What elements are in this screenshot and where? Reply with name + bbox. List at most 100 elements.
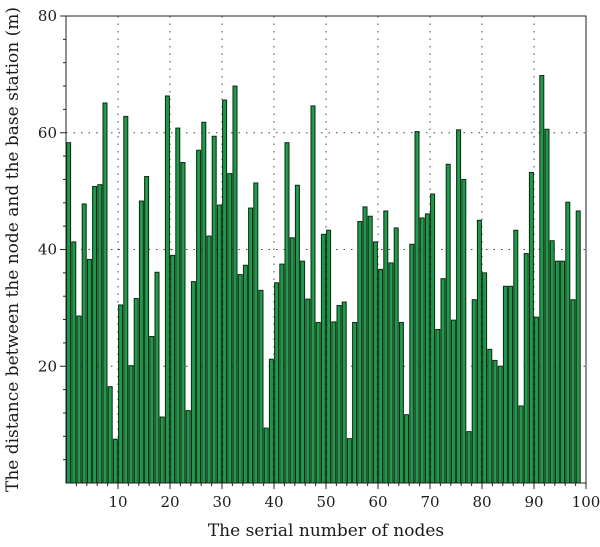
y-tick-label: 80 [38,7,57,25]
x-tick-label: 10 [108,493,127,511]
x-tick-label: 100 [572,493,600,511]
bar [123,115,129,484]
x-tick-label: 90 [524,493,543,511]
bar [133,298,139,484]
bar [144,176,150,484]
bar [497,365,503,484]
bar [554,260,560,484]
bar [476,219,482,484]
bar [336,305,342,484]
grid-lines [66,16,586,483]
bar [248,207,254,484]
bar [159,416,165,484]
bar [66,142,72,484]
bar [518,405,524,484]
bar [461,178,467,484]
bar [232,85,238,484]
bar [544,128,550,484]
bar [185,410,191,484]
x-tick-label: 40 [264,493,283,511]
bar [102,102,108,484]
bar [450,319,456,484]
bar [289,237,295,484]
bar [362,206,368,484]
x-tick-label: 60 [368,493,387,511]
bar [372,241,378,484]
bar [216,204,222,484]
bar [196,149,202,484]
bar [300,260,306,484]
bar [237,274,243,484]
bar [175,127,181,484]
bar [575,210,581,484]
bar [206,235,212,484]
bar [357,220,363,484]
bar [268,358,274,484]
bar [378,268,384,484]
axis-ticks: 10 20 30 40 50 60 70 80 90 100 20 40 60 80 [38,7,600,511]
bar [409,243,415,484]
bar [92,185,98,484]
bar [71,241,77,484]
bar [352,321,358,484]
bar [560,260,566,484]
bar [222,99,228,484]
bar [424,213,430,484]
bar [419,217,425,484]
bar [383,210,389,484]
bar [331,321,337,484]
bar [513,229,519,484]
bar [284,142,290,484]
y-tick-label: 40 [38,241,57,259]
bar [86,258,92,484]
bar [201,121,207,484]
bar [81,203,87,484]
bar [445,163,451,484]
bar [258,289,264,484]
bar [211,135,217,484]
bar [487,348,493,484]
y-tick-label: 60 [38,124,57,142]
bar [128,365,134,484]
bar [154,271,160,484]
bar [180,162,186,484]
x-tick-label: 70 [420,493,439,511]
bar [404,414,410,484]
bar [346,438,352,484]
bar [76,315,82,484]
y-axis-title: The distance between the node and the ba… [3,7,23,492]
bar [164,95,170,484]
bar [565,201,571,484]
x-axis-title: The serial number of nodes [208,521,444,541]
x-tick-label: 50 [316,493,335,511]
bar [341,301,347,484]
bar [570,299,576,484]
bar [279,263,285,484]
bar [112,438,118,484]
bar [430,193,436,484]
bar-series [66,75,581,484]
bar [539,75,545,484]
bar [367,215,373,484]
bar [253,182,259,484]
bar [242,264,248,484]
bar [393,227,399,484]
bar [138,200,144,484]
bar [320,233,326,484]
bar [502,285,508,484]
bar [534,316,540,484]
bar [294,184,300,484]
bar [97,184,103,484]
bar [315,321,321,484]
bar [482,272,488,484]
bar [523,253,529,484]
x-tick-label: 20 [160,493,179,511]
bar [263,427,269,484]
bar [435,328,441,484]
bar [190,281,196,484]
bar [549,240,555,484]
y-tick-label: 20 [38,357,57,375]
bar [456,129,462,484]
bar [274,282,280,484]
